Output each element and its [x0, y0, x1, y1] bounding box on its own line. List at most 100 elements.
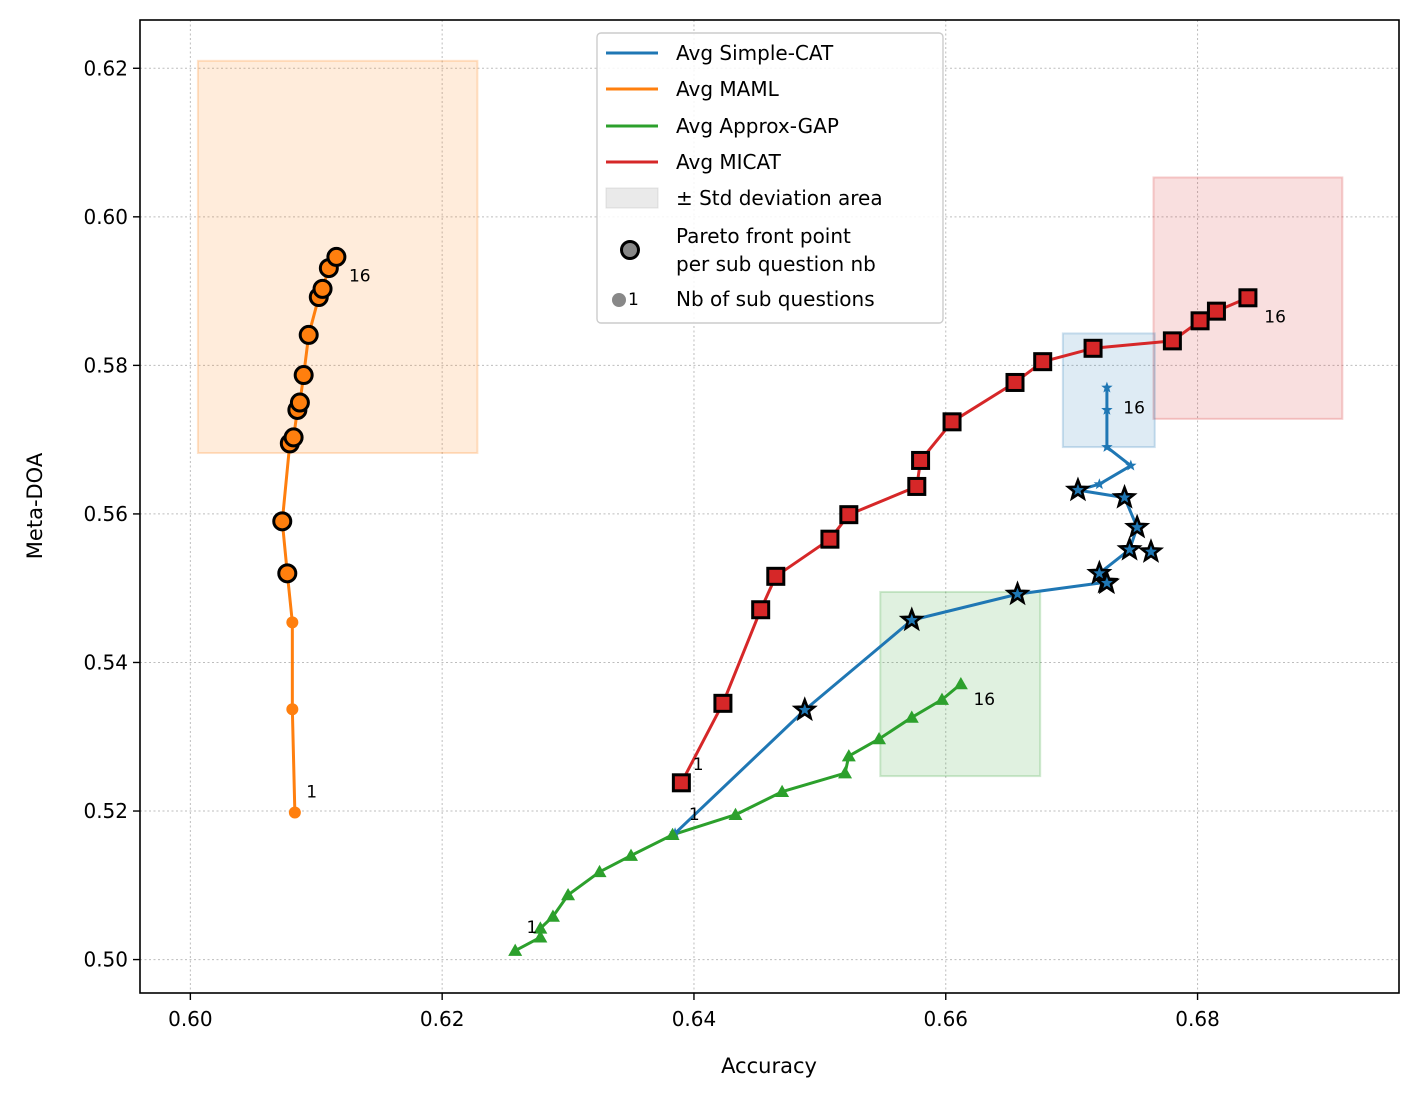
pareto-point	[1206, 301, 1226, 321]
y-tick-label: 0.52	[83, 799, 128, 823]
pareto-point	[1137, 538, 1165, 563]
sub-question-count-label: 16	[1123, 399, 1145, 419]
pareto-point	[326, 246, 347, 267]
y-tick-label: 0.58	[83, 353, 128, 377]
legend-label: Avg MICAT	[676, 150, 782, 174]
pareto-point	[1162, 331, 1182, 351]
data-point	[904, 710, 919, 723]
legend-box	[596, 32, 944, 324]
sub-question-count-label: 16	[973, 690, 995, 710]
data-point	[1101, 441, 1113, 452]
legend-label: Avg Approx-GAP	[676, 114, 839, 138]
data-point	[953, 677, 968, 690]
legend-label: per sub question nb	[676, 252, 876, 276]
data-point	[508, 943, 523, 956]
data-point	[872, 731, 887, 745]
legend: Avg Simple-CAT Avg MAML Avg Approx-GAP Avg …	[596, 32, 944, 324]
pareto-point	[1111, 483, 1138, 509]
pareto-point	[283, 427, 304, 448]
legend-pareto-marker	[620, 240, 640, 260]
y-tick-label: 0.60	[83, 205, 128, 229]
data-point	[1101, 403, 1113, 415]
point-annotations: 1 16 1 16 1 16 1 16	[306, 266, 1286, 937]
pareto-point	[751, 600, 771, 620]
series-line	[514, 682, 962, 952]
data-point	[1101, 381, 1113, 393]
sub-question-count-label: 1	[306, 783, 317, 803]
data-point	[533, 921, 548, 934]
pareto-point	[713, 693, 733, 713]
y-tick-label: 0.50	[83, 948, 128, 972]
data-point	[561, 887, 576, 901]
x-tick-label: 0.66	[923, 1007, 968, 1031]
data-point	[1093, 478, 1106, 490]
y-tick-label: 0.56	[83, 502, 128, 526]
pareto-point	[293, 365, 314, 386]
data-point	[841, 749, 856, 762]
sub-question-count-label: 16	[349, 266, 371, 286]
data-point	[288, 806, 301, 819]
data-point	[838, 766, 853, 779]
y-axis-title: Meta-DOA	[23, 452, 47, 559]
sub-question-count-label: 1	[527, 918, 538, 938]
data-point	[286, 616, 299, 629]
data-point	[775, 784, 790, 797]
axis-ticks: 0.60 0.62 0.64 0.66 0.68 0.50 0.52 0.54 0.56 0.58…	[83, 56, 1219, 1031]
pareto-point	[1238, 288, 1258, 308]
pareto-point	[898, 606, 925, 632]
legend-swatch	[605, 187, 659, 209]
x-axis-title: Accuracy	[721, 1054, 817, 1078]
pareto-point	[907, 476, 927, 496]
series-markers	[508, 677, 968, 956]
x-tick-label: 0.64	[672, 1007, 717, 1031]
x-tick-label: 0.60	[168, 1007, 213, 1031]
pareto-point	[277, 563, 298, 584]
sub-question-count-label: 1	[689, 805, 700, 825]
data-point	[665, 827, 680, 841]
data-point	[934, 692, 949, 705]
data-point	[286, 703, 299, 716]
legend-label: Avg MAML	[676, 77, 780, 101]
pareto-point	[791, 696, 818, 722]
y-tick-label: 0.54	[83, 650, 128, 674]
pareto-point	[298, 324, 319, 345]
pareto-point	[272, 511, 293, 532]
legend-label: ± Std deviation area	[676, 186, 883, 210]
legend-label: Avg Simple-CAT	[676, 41, 834, 65]
sub-question-count-label: 16	[1264, 307, 1286, 327]
pareto-point	[1116, 535, 1143, 561]
pareto-point	[1004, 580, 1031, 606]
x-tick-label: 0.68	[1175, 1007, 1220, 1031]
legend-nb-marker	[612, 293, 626, 307]
pareto-point	[1190, 311, 1210, 331]
data-point	[545, 909, 560, 922]
x-tick-label: 0.62	[420, 1007, 465, 1031]
data-point	[728, 807, 743, 820]
series-markers	[671, 288, 1258, 793]
data-point	[592, 864, 607, 878]
plot-frame	[139, 19, 1400, 994]
legend-label: Nb of sub questions	[676, 287, 875, 311]
pareto-point	[1005, 372, 1025, 392]
pareto-point	[839, 505, 859, 525]
pareto-point	[1083, 338, 1103, 358]
legend-label: Pareto front point	[676, 224, 851, 248]
pareto-point	[312, 278, 333, 299]
pareto-point	[820, 529, 840, 549]
pareto-point	[911, 450, 931, 470]
pareto-point	[1086, 559, 1113, 585]
pareto-point	[671, 773, 691, 793]
pareto-point	[289, 392, 310, 413]
sub-question-count-label: 1	[693, 755, 704, 775]
series-markers	[272, 246, 347, 819]
pareto-point	[766, 566, 786, 586]
series-line	[680, 296, 1249, 784]
data-point	[624, 848, 639, 861]
pareto-point	[942, 412, 962, 432]
pareto-point	[1093, 569, 1120, 595]
pareto-point	[1033, 352, 1053, 372]
pareto-point	[1124, 513, 1151, 539]
data-point	[1125, 459, 1137, 471]
pareto-point	[1064, 476, 1091, 502]
